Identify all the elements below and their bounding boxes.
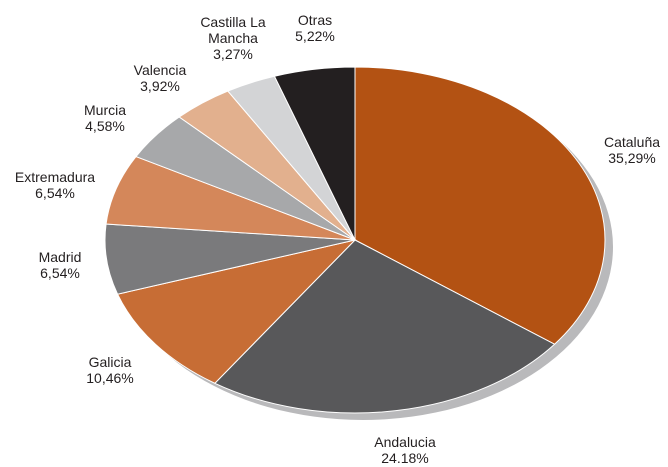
slice-label: Andalucia 24.18% xyxy=(374,434,436,466)
pie-slice xyxy=(273,66,356,241)
value-label: 4,58% xyxy=(85,118,125,134)
slice-label: Castilla La Mancha 3,27% xyxy=(193,14,273,62)
slice-label: Galicia 10,46% xyxy=(86,354,133,386)
value-label: 3,92% xyxy=(140,78,180,94)
category: Murcia xyxy=(83,102,127,118)
value-label: 3,27% xyxy=(213,46,253,62)
category: Otras xyxy=(297,12,333,28)
slice-label: Extremadura 6,54% xyxy=(15,169,95,201)
slice-label: Madrid 6,54% xyxy=(39,249,82,281)
slice-label: Cataluña 35,29% xyxy=(604,134,660,166)
pie-slice xyxy=(354,66,606,345)
slice-label: Murcia 4,58% xyxy=(84,102,126,134)
category: Madrid xyxy=(38,249,82,265)
value-label: 5,22% xyxy=(295,28,335,44)
value-label: 24.18% xyxy=(381,450,429,466)
pie-slice xyxy=(116,239,357,384)
value-label: 35,29% xyxy=(608,150,656,166)
pie-slice xyxy=(214,239,556,414)
value-label: 10,46% xyxy=(86,370,134,386)
category: Castilla La Mancha xyxy=(200,14,266,46)
value-label: 6,54% xyxy=(35,185,75,201)
category: Valencia xyxy=(133,62,187,78)
value-label: 6,54% xyxy=(40,265,80,281)
slice-label: Valencia 3,92% xyxy=(134,62,187,94)
category: Galicia xyxy=(88,354,132,370)
category: Andalucia xyxy=(374,434,436,450)
category: Extremadura xyxy=(14,169,96,185)
slice-label: Otras 5,22% xyxy=(295,12,335,44)
category: Cataluña xyxy=(603,134,661,150)
